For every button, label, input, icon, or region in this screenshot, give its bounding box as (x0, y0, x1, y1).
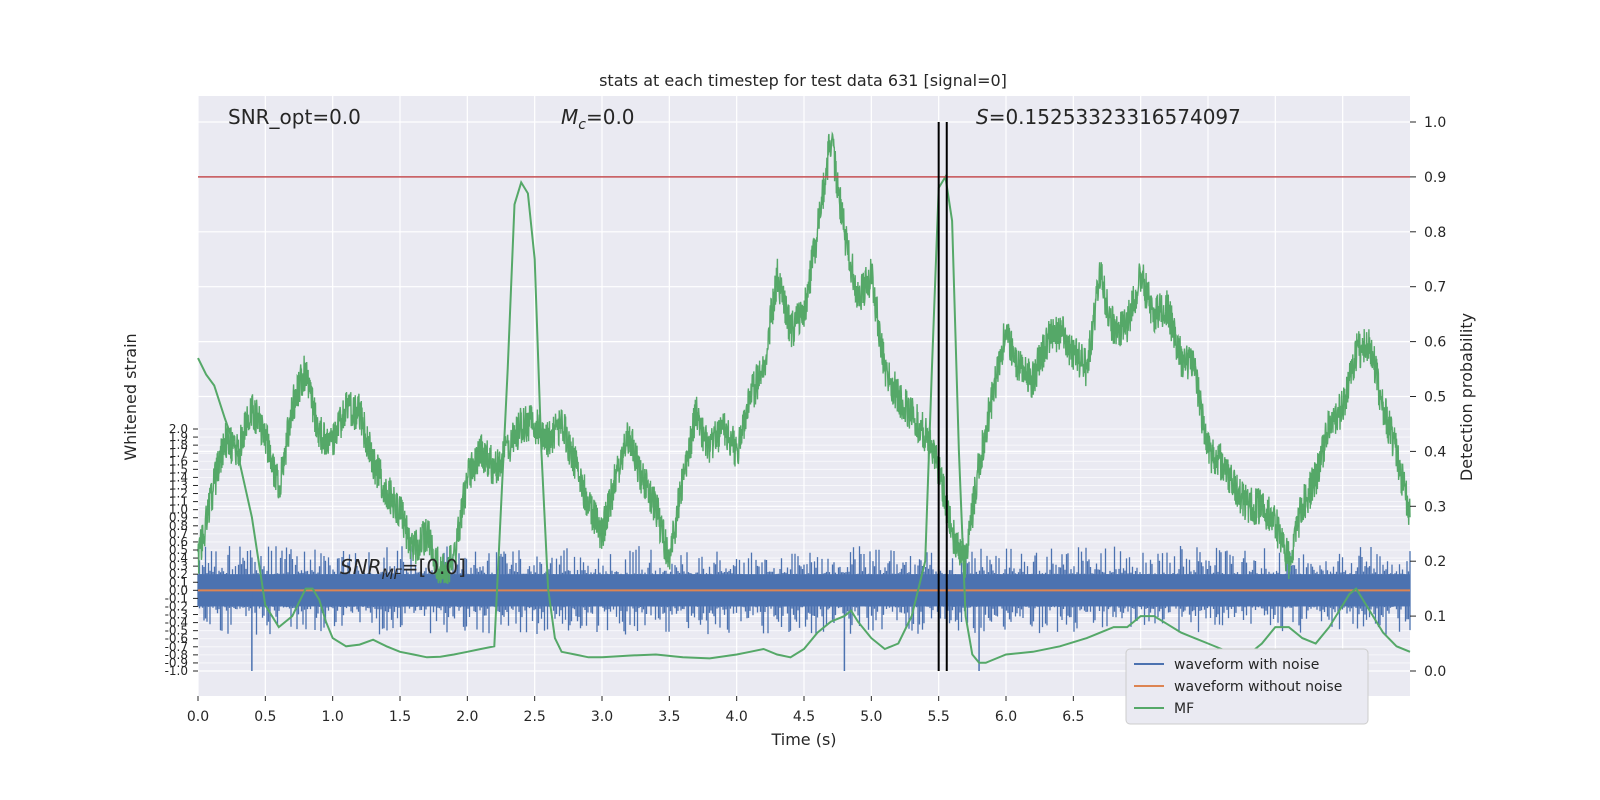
left-tick-label-0: -1.0 (165, 664, 188, 678)
left-tick-label-15: 0.5 (169, 543, 188, 557)
legend-entry-noise: waveform with noise (1174, 657, 1319, 673)
mc-value: =0.0 (586, 105, 635, 129)
left-tick-label-13: 0.3 (169, 559, 188, 573)
right-tick-label-5: 0.5 (1424, 390, 1446, 406)
legend: waveform with noise waveform without noi… (1125, 648, 1369, 725)
left-tick-label-25: 1.5 (169, 462, 188, 476)
left-tick-label-16: 0.6 (169, 535, 188, 549)
left-tick-label-9: -0.1 (165, 591, 188, 605)
x-tick-label-10: 5.0 (860, 709, 882, 725)
left-tick-label-21: 1.1 (169, 495, 188, 509)
left-tick-label-29: 1.9 (169, 430, 188, 444)
left-tick-label-22: 1.2 (169, 487, 188, 501)
left-tick-label-14: 0.4 (169, 551, 188, 565)
x-tick-label-3: 1.5 (389, 709, 411, 725)
x-tick-label-6: 3.0 (591, 709, 613, 725)
mf-line-path (197, 174, 1411, 664)
left-tick-label-11: 0.1 (169, 575, 188, 589)
left-tick-label-3: -0.7 (165, 640, 188, 654)
left-tick-label-20: 1.0 (169, 503, 188, 517)
mc-subscript: c (578, 117, 586, 133)
x-tick-label-4: 2.0 (456, 709, 478, 725)
right-tick-label-3: 0.3 (1424, 499, 1446, 515)
snr-mf-symbol: SNR (340, 555, 382, 579)
mc-symbol: M (561, 105, 578, 129)
grid-lines (197, 96, 1410, 696)
mf-series (197, 174, 1411, 664)
left-tick-label-6: -0.4 (165, 616, 188, 630)
left-tick-label-8: -0.2 (165, 599, 188, 613)
snr-mf-annotation: SNRMF=[0.0] (340, 555, 466, 583)
left-tick-label-10: 0.0 (169, 583, 188, 597)
left-tick-label-30: 2.0 (169, 422, 188, 436)
x-tick-label-1: 0.5 (254, 709, 276, 725)
snr-opt-annotation: SNR_opt=0.0 (228, 105, 361, 129)
right-tick-label-9: 0.9 (1424, 170, 1446, 186)
left-tick-label-23: 1.3 (169, 478, 188, 492)
right-tick-label-4: 0.4 (1424, 444, 1446, 460)
x-tick-label-2: 1.0 (322, 709, 344, 725)
right-tick-label-1: 0.1 (1424, 609, 1446, 625)
left-tick-label-1: -0.9 (165, 656, 188, 670)
x-tick-label-7: 3.5 (658, 709, 680, 725)
left-axis-ticks: -1.0-0.9-0.8-0.7-0.6-0.5-0.4-0.3-0.2-0.1… (165, 422, 198, 678)
right-tick-label-8: 0.8 (1424, 225, 1446, 241)
right-tick-label-10: 1.0 (1424, 115, 1446, 131)
x-tick-label-12: 6.0 (995, 709, 1017, 725)
legend-box (1125, 648, 1369, 725)
left-tick-label-2: -0.8 (165, 648, 188, 662)
s-value: =0.15253323316574097 (989, 105, 1241, 129)
right-axis-ticks: 0.0 0.1 0.2 0.3 0.4 0.5 0.6 0.7 0.8 0.9 1.0 (1410, 115, 1446, 680)
left-tick-label-24: 1.4 (169, 470, 188, 484)
snr-mf-subscript: MF (382, 567, 403, 583)
left-tick-label-17: 0.7 (169, 527, 188, 541)
left-tick-label-5: -0.5 (165, 624, 188, 638)
left-tick-label-18: 0.8 (169, 519, 188, 533)
chart-title: stats at each timestep for test data 631… (599, 71, 1007, 90)
snr-mf-value: =[0.0] (402, 555, 466, 579)
right-tick-label-7: 0.7 (1424, 280, 1446, 296)
x-tick-label-13: 6.5 (1062, 709, 1084, 725)
probability-trace-path (197, 131, 1411, 584)
right-tick-label-2: 0.2 (1424, 554, 1446, 570)
x-tick-label-5: 2.5 (524, 709, 546, 725)
x-tick-label-9: 4.5 (793, 709, 815, 725)
left-tick-label-19: 0.9 (169, 511, 188, 525)
detection-probability-trace (197, 131, 1411, 584)
x-tick-label-8: 4.0 (726, 709, 748, 725)
left-axis-label: Whitened strain (121, 333, 140, 460)
legend-entry-mf: MF (1174, 701, 1194, 717)
right-tick-label-6: 0.6 (1424, 335, 1446, 351)
s-symbol: S (976, 105, 989, 129)
mc-annotation: Mc=0.0 (561, 105, 635, 133)
x-tick-label-0: 0.0 (187, 709, 209, 725)
legend-entry-clean: waveform without noise (1174, 679, 1342, 695)
left-tick-label-26: 1.6 (169, 454, 188, 468)
left-tick-label-28: 1.8 (169, 438, 188, 452)
left-tick-label-27: 1.7 (169, 446, 188, 460)
x-tick-label-11: 5.5 (928, 709, 950, 725)
left-tick-label-4: -0.6 (165, 632, 188, 646)
x-axis-label: Time (s) (770, 730, 836, 749)
s-annotation: S=0.15253323316574097 (976, 105, 1241, 129)
left-tick-label-12: 0.2 (169, 567, 188, 581)
right-tick-label-0: 0.0 (1424, 664, 1446, 680)
left-tick-label-7: -0.3 (165, 608, 188, 622)
marker-vertical-lines (937, 122, 948, 671)
right-axis-label: Detection probability (1457, 313, 1476, 481)
